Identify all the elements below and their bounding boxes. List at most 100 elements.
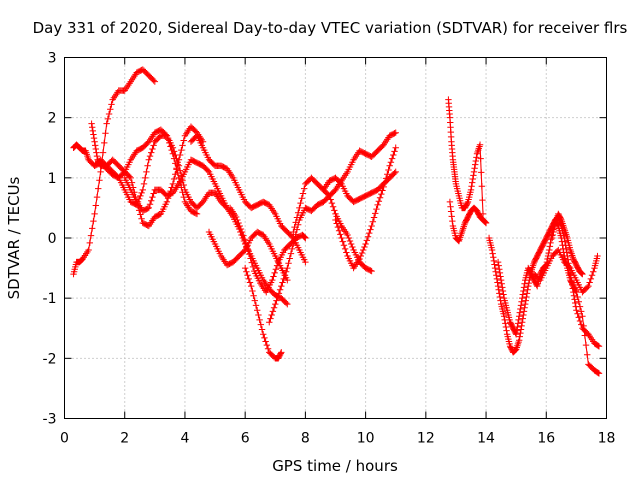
- data-marker-interp: [281, 272, 289, 279]
- data-marker-interp: [479, 196, 486, 204]
- data-point: [356, 255, 363, 263]
- data-point: [494, 258, 502, 266]
- data-point: [187, 207, 195, 215]
- data-point: [368, 189, 375, 197]
- data-point: [344, 192, 351, 200]
- data-point: [302, 180, 309, 188]
- data-marker-interp: [559, 245, 567, 253]
- data-point: [70, 144, 77, 151]
- data-point: [278, 222, 285, 230]
- data-point: [362, 240, 369, 248]
- data-point: [133, 147, 140, 154]
- data-point: [157, 126, 165, 133]
- data-marker-interp: [346, 237, 354, 245]
- data-point: [284, 276, 291, 284]
- data-marker-interp: [521, 304, 528, 311]
- data-point: [260, 331, 267, 338]
- data-marker-interp: [565, 263, 573, 271]
- data-marker-interp: [576, 303, 584, 310]
- data-marker-interp: [150, 190, 157, 197]
- data-point: [296, 246, 303, 254]
- data-point: [272, 210, 279, 218]
- data-marker-interp: [140, 180, 148, 188]
- data-point: [392, 144, 399, 151]
- data-marker-interp: [108, 101, 115, 108]
- data-point: [564, 234, 571, 242]
- data-marker-interp: [258, 326, 266, 333]
- data-marker-interp: [517, 302, 525, 309]
- data-point: [278, 349, 285, 356]
- data-marker-interp: [571, 299, 579, 307]
- y-tick-label: 1: [48, 171, 57, 187]
- x-tick-label: 12: [417, 431, 435, 447]
- data-marker-interp: [235, 219, 242, 227]
- data-marker-interp: [137, 192, 144, 200]
- data-point: [506, 319, 514, 326]
- x-tick-label: 2: [120, 431, 129, 447]
- data-point: [260, 276, 267, 284]
- data-marker-interp: [166, 139, 173, 147]
- data-marker-interp: [86, 239, 93, 247]
- data-marker-interp: [518, 322, 525, 330]
- data-point: [585, 331, 592, 338]
- data-point: [461, 204, 469, 212]
- data-marker-interp: [107, 106, 114, 113]
- data-point: [558, 234, 565, 242]
- data-marker-interp: [447, 203, 454, 210]
- x-tick-label: 0: [60, 431, 69, 447]
- data-point: [115, 87, 122, 94]
- data-marker-interp: [262, 338, 269, 345]
- data-marker-interp: [514, 323, 521, 331]
- data-marker-interp: [273, 262, 281, 269]
- data-point: [199, 162, 207, 169]
- data-marker-interp: [341, 245, 349, 253]
- data-point: [537, 276, 544, 284]
- data-point: [576, 267, 583, 275]
- data-marker-interp: [590, 268, 597, 275]
- data-point: [448, 138, 455, 145]
- data-point: [543, 264, 550, 272]
- data-marker-interp: [148, 149, 155, 156]
- data-point: [260, 231, 267, 239]
- data-point: [525, 282, 532, 290]
- data-point: [458, 228, 466, 236]
- data-marker-interp: [575, 298, 582, 305]
- data-marker-interp: [257, 321, 265, 328]
- data-point: [169, 189, 177, 197]
- series-arc-15: [446, 198, 490, 245]
- data-point: [254, 228, 261, 236]
- data-point: [269, 276, 276, 284]
- data-point: [247, 282, 255, 290]
- data-point: [531, 258, 538, 266]
- data-marker-interp: [345, 234, 352, 242]
- data-marker-interp: [248, 259, 255, 266]
- data-point: [199, 198, 207, 206]
- data-marker-interp: [236, 222, 243, 230]
- data-point: [145, 72, 153, 79]
- data-marker-interp: [370, 214, 378, 221]
- data-point: [244, 246, 252, 254]
- data-marker-interp: [491, 261, 498, 268]
- data-marker-interp: [90, 131, 97, 138]
- data-marker-interp: [533, 281, 540, 289]
- data-marker-interp: [333, 220, 340, 227]
- data-marker-interp: [104, 115, 112, 123]
- data-marker-interp: [90, 134, 98, 142]
- data-marker-interp: [243, 268, 250, 275]
- data-point: [97, 168, 104, 176]
- data-marker-interp: [502, 323, 510, 331]
- data-point: [374, 186, 381, 194]
- data-marker-interp: [448, 213, 455, 220]
- data-marker-interp: [164, 136, 172, 143]
- data-marker-interp: [582, 341, 590, 349]
- series-arc-3: [88, 120, 207, 230]
- data-point: [380, 183, 387, 191]
- data-point: [139, 186, 146, 194]
- data-point: [573, 307, 580, 314]
- data-marker-interp: [340, 242, 348, 249]
- data-point: [479, 216, 487, 224]
- data-point: [512, 331, 520, 338]
- data-marker-interp: [176, 151, 184, 159]
- series-arc-19: [549, 210, 586, 278]
